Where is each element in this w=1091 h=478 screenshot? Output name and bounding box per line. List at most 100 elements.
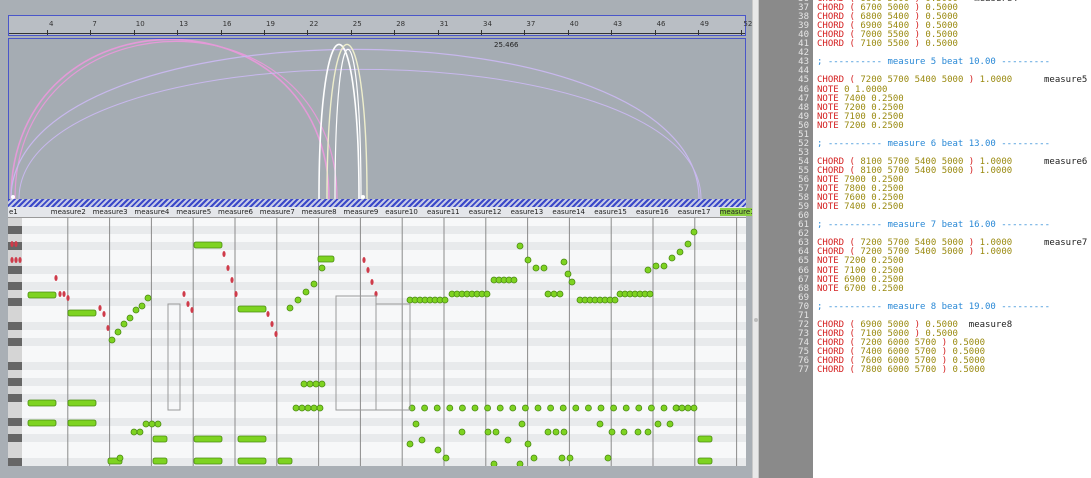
note-dot[interactable] — [585, 404, 592, 412]
note-dot[interactable] — [522, 404, 529, 412]
note-dot[interactable] — [558, 454, 566, 462]
note-dot[interactable] — [666, 420, 674, 428]
piano-key[interactable] — [8, 330, 22, 338]
piano-roll-canvas[interactable] — [8, 218, 746, 466]
code-line[interactable]: CHORD ( 6700 5000 ) 0.5000 — [817, 3, 958, 14]
note-dot[interactable] — [560, 428, 568, 436]
measure-label[interactable]: easure13 — [510, 208, 544, 216]
measure-label[interactable]: measure6 — [218, 208, 253, 216]
note-dot[interactable] — [316, 404, 324, 412]
note-dot[interactable] — [684, 404, 692, 412]
note-dot[interactable] — [524, 256, 532, 264]
note-dot[interactable] — [458, 404, 466, 412]
note-dot[interactable] — [418, 436, 426, 444]
piano-key[interactable] — [8, 234, 22, 242]
piano-key[interactable] — [8, 266, 22, 274]
note-dot[interactable] — [678, 404, 686, 412]
piano-key[interactable] — [8, 370, 22, 378]
note-dot[interactable] — [532, 264, 540, 272]
measure-label[interactable]: easure17 — [677, 208, 711, 216]
note-dot[interactable] — [560, 258, 568, 266]
note-dot[interactable] — [509, 404, 517, 412]
note-dot[interactable] — [471, 404, 479, 412]
code-line[interactable]: NOTE 7600 0.2500 — [817, 193, 904, 204]
measure-label[interactable]: easure11 — [427, 208, 460, 216]
code-line[interactable]: ; ---------- measure 5 beat 10.00 ------… — [817, 57, 1050, 68]
note-dot[interactable] — [676, 248, 684, 256]
note-dot[interactable] — [310, 404, 318, 412]
note-dot[interactable] — [496, 404, 504, 412]
piano-key[interactable] — [8, 290, 22, 298]
note-dot[interactable] — [610, 404, 617, 412]
note-dot[interactable] — [568, 278, 576, 286]
code-line[interactable]: NOTE 7100 0.2500 — [817, 111, 904, 122]
arc-diagram-panel[interactable]: 25.466 — [8, 38, 746, 200]
note-dot[interactable] — [138, 302, 146, 310]
note-dot[interactable] — [446, 404, 454, 412]
note-dot[interactable] — [132, 306, 140, 314]
note-block[interactable] — [152, 457, 168, 465]
note-dot[interactable] — [540, 264, 548, 272]
code-line[interactable]: ; ---------- measure 6 beat 13.00 ------… — [817, 138, 1050, 149]
piano-key[interactable] — [8, 338, 22, 346]
code-line[interactable]: CHORD ( 6900 5400 ) 0.5000 — [817, 21, 958, 32]
code-line[interactable]: CHORD ( 7800 6000 5700 ) 0.5000 — [817, 365, 986, 376]
note-dot[interactable] — [130, 428, 138, 436]
code-line[interactable]: NOTE 0 1.0000 — [817, 84, 888, 95]
note-dot[interactable] — [108, 336, 116, 344]
note-dot[interactable] — [652, 262, 660, 270]
note-dot[interactable] — [644, 266, 652, 274]
note-block[interactable] — [27, 291, 57, 299]
timeline-scrubber[interactable] — [8, 199, 746, 207]
piano-key[interactable] — [8, 418, 22, 426]
note-dot[interactable] — [547, 404, 554, 412]
code-editor[interactable]: 36 CHORD ( 6600 5000 ) 0.5000 measure4 37 C… — [759, 0, 1091, 478]
note-dot[interactable] — [648, 404, 655, 412]
pane-splitter[interactable] — [752, 0, 759, 478]
note-dot[interactable] — [294, 296, 302, 304]
note-block[interactable] — [237, 457, 267, 465]
note-dot[interactable] — [564, 270, 572, 278]
note-dot[interactable] — [304, 404, 312, 412]
note-block[interactable] — [237, 435, 267, 443]
code-line[interactable]: CHORD ( 7200 5700 5400 5000 ) 1.0000 — [817, 247, 1013, 258]
note-dot[interactable] — [126, 314, 134, 322]
note-dot[interactable] — [312, 380, 320, 388]
note-dot[interactable] — [292, 404, 300, 412]
note-dot[interactable] — [552, 428, 560, 436]
code-line[interactable]: CHORD ( 7100 5500 ) 0.5000 — [817, 39, 958, 50]
note-dot[interactable] — [458, 428, 466, 436]
note-dot[interactable] — [441, 296, 449, 304]
code-line[interactable]: ; ---------- measure 7 beat 16.00 ------… — [817, 220, 1050, 231]
note-dot[interactable] — [566, 454, 574, 462]
note-dot[interactable] — [492, 428, 500, 436]
measure-label[interactable]: measure2 — [50, 208, 86, 216]
code-line[interactable]: CHORD ( 7200 5700 5400 5000 ) 1.0000 — [817, 238, 1013, 249]
note-dot[interactable] — [620, 428, 628, 436]
note-dot[interactable] — [596, 420, 604, 428]
code-line[interactable]: NOTE 7100 0.2500 — [817, 265, 904, 276]
measure-label[interactable]: measure8 — [301, 208, 337, 216]
note-dot[interactable] — [611, 296, 619, 304]
note-dot[interactable] — [484, 404, 492, 412]
note-dot[interactable] — [644, 428, 652, 436]
note-dot[interactable] — [433, 404, 441, 412]
note-dot[interactable] — [622, 404, 630, 412]
note-dot[interactable] — [668, 254, 676, 262]
code-line[interactable]: CHORD ( 7200 5700 5400 5000 ) 1.0000 — [817, 75, 1013, 86]
note-dot[interactable] — [534, 404, 542, 412]
note-dot[interactable] — [544, 290, 552, 298]
note-dot[interactable] — [690, 228, 698, 236]
note-dot[interactable] — [690, 404, 698, 412]
piano-key[interactable] — [8, 434, 22, 442]
note-dot[interactable] — [556, 290, 564, 298]
code-line[interactable]: CHORD ( 8100 5700 5400 5000 ) 1.0000 — [817, 165, 1013, 176]
piano-key[interactable] — [8, 354, 22, 362]
code-line[interactable]: NOTE 7400 0.2500 — [817, 202, 904, 213]
note-dot[interactable] — [530, 454, 538, 462]
beat-ruler[interactable]: 4 7 10 13 16 19 22 25 28 31 34 37 40 43 46 49 52 — [8, 15, 752, 36]
note-dot[interactable] — [550, 290, 558, 298]
note-dot[interactable] — [310, 280, 318, 288]
piano-key[interactable] — [8, 394, 22, 402]
code-line[interactable]: NOTE 7800 0.2500 — [817, 184, 904, 195]
